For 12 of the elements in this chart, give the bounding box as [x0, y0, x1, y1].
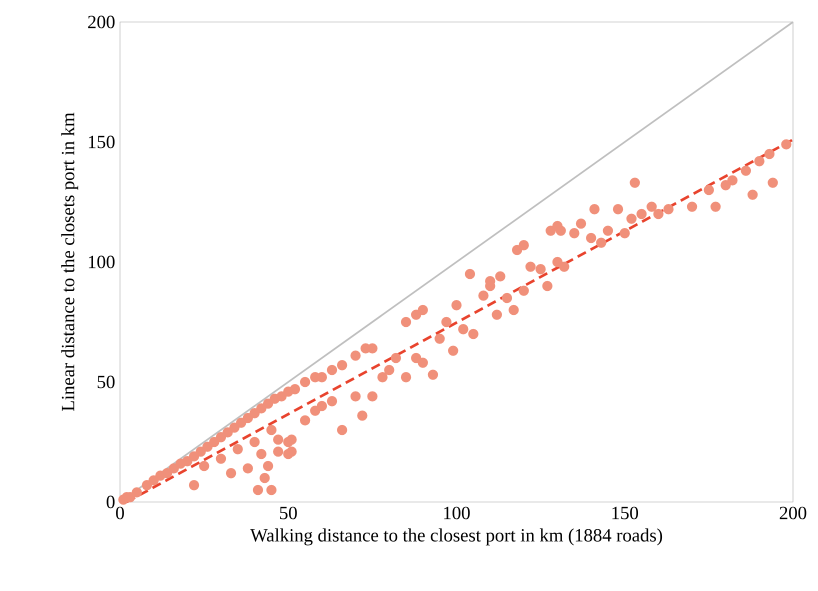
y-tick-label: 100 — [88, 256, 115, 268]
y-tick-label: 50 — [98, 376, 115, 388]
x-tick-label: 200 — [780, 506, 806, 520]
x-tick-label: 150 — [612, 506, 638, 520]
y-tick-label: 0 — [106, 496, 115, 508]
x-tick-label: 50 — [280, 506, 297, 520]
x-tick-label: 0 — [116, 506, 124, 520]
y-tick-label: 150 — [88, 136, 115, 148]
y-tick-label: 200 — [88, 16, 115, 28]
y-axis-title: Linear distance to the closets port in km — [61, 112, 78, 411]
x-axis-title: Walking distance to the closest port in km (1884 roads) — [250, 528, 662, 546]
x-tick-label: 100 — [444, 506, 470, 520]
